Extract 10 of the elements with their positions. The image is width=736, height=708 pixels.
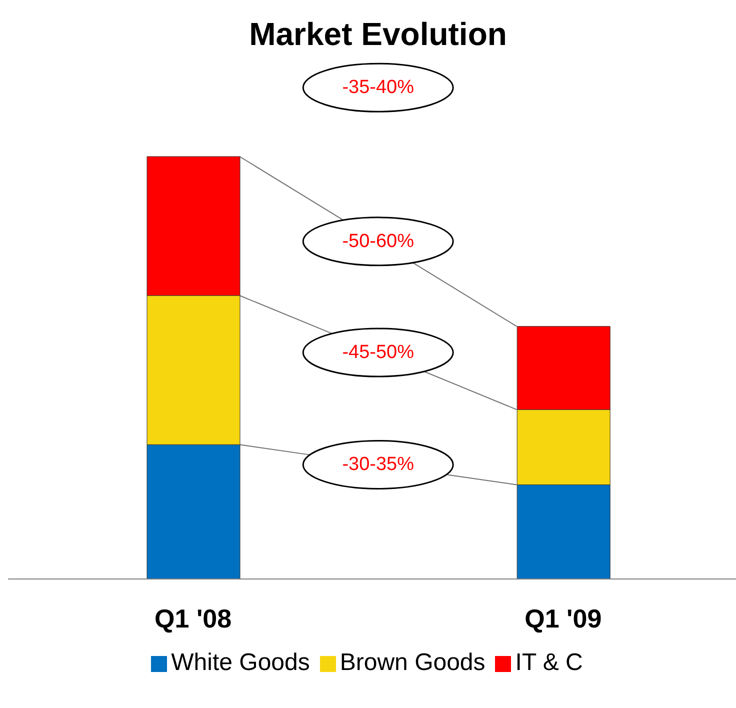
legend-label: White Goods	[171, 649, 310, 676]
x-tick-label: Q1 '08	[154, 603, 232, 634]
legend-label: IT & C	[515, 649, 583, 676]
annotation: -50-60%	[342, 230, 414, 252]
legend-label: Brown Goods	[340, 649, 486, 676]
text: -35-40%	[342, 77, 414, 98]
x-tick-label: Q1 '09	[524, 603, 602, 634]
chart-title: Market Evolution	[248, 16, 508, 53]
annotation: -45-50%	[342, 342, 414, 364]
annotation: -30-35%	[342, 454, 414, 476]
